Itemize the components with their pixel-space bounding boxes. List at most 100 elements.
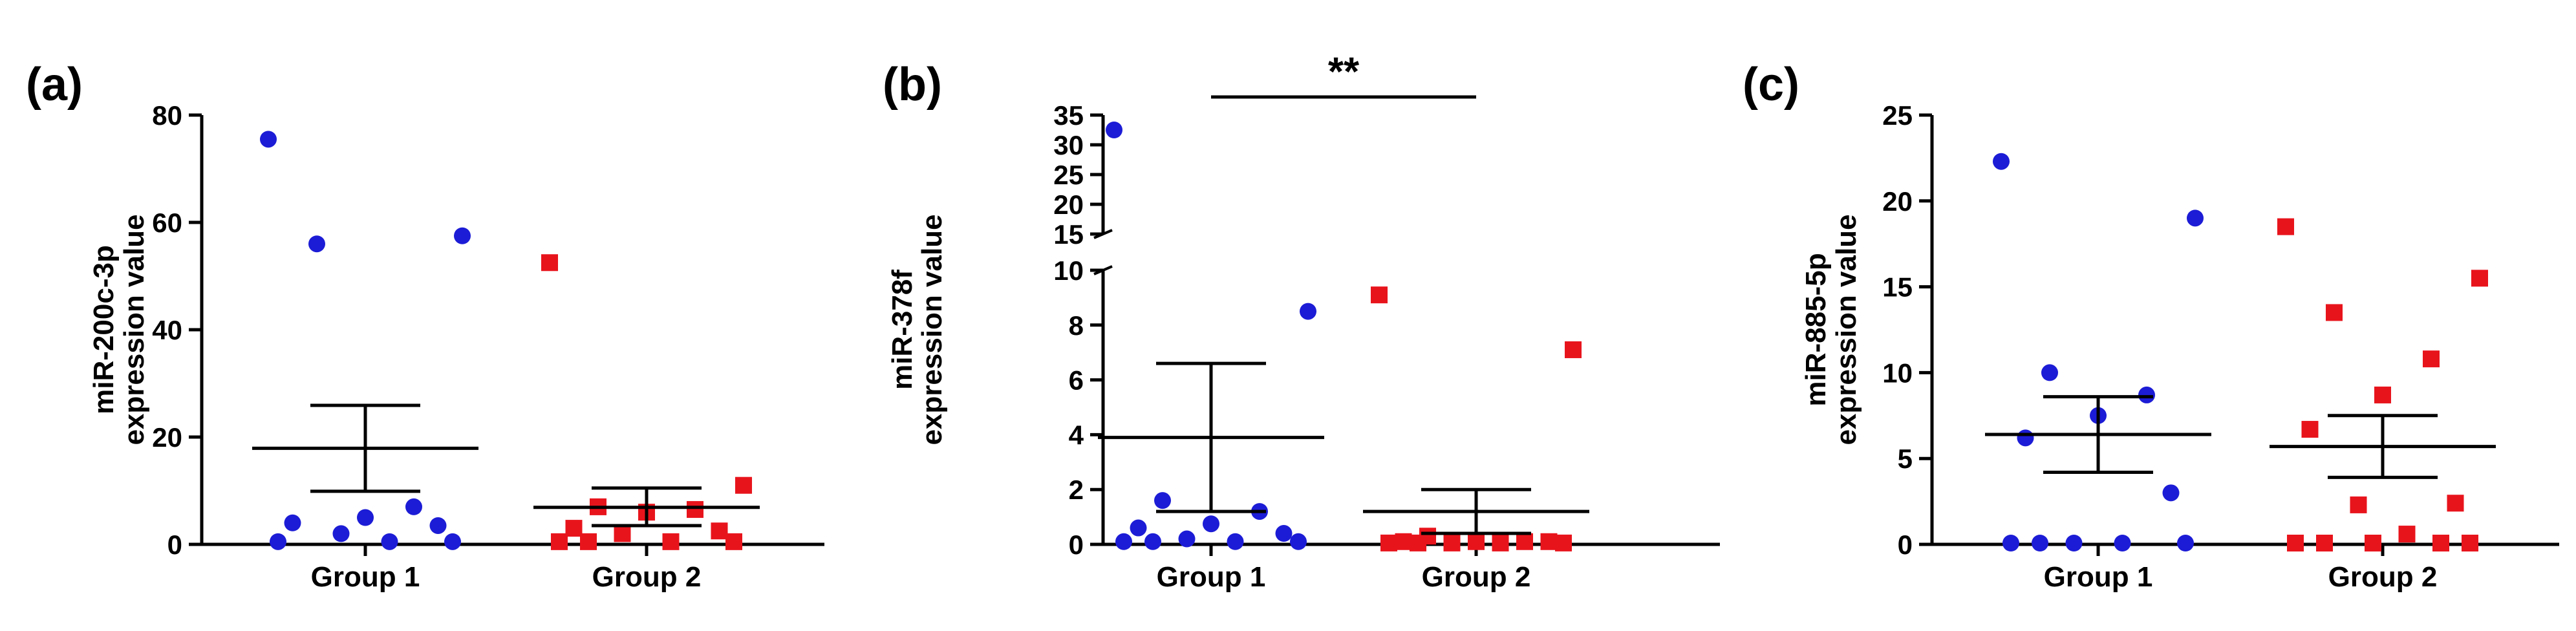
y-axis-title-line: miR-200c-3p <box>88 245 120 414</box>
x-tick-label: Group 1 <box>1157 561 1266 593</box>
data-point <box>2017 429 2034 447</box>
data-point <box>2301 421 2319 438</box>
data-point <box>1540 533 1558 550</box>
y-tick-label: 0 <box>1898 529 1913 560</box>
data-point <box>1371 286 1388 304</box>
data-point <box>2374 386 2391 403</box>
data-point <box>2177 535 2194 551</box>
y-tick-label: 25 <box>1053 160 1084 190</box>
y-tick-label: 5 <box>1898 444 1913 474</box>
series-2 <box>1363 286 1589 551</box>
data-point <box>1227 533 1244 550</box>
series-2 <box>2270 218 2496 551</box>
data-point <box>284 514 301 531</box>
data-point <box>1154 492 1171 509</box>
data-point <box>2447 495 2464 512</box>
series-1 <box>252 131 478 550</box>
data-point <box>260 131 277 148</box>
data-point <box>1555 534 1572 551</box>
data-point <box>2032 535 2048 551</box>
y-tick-label: 40 <box>152 315 182 345</box>
data-point <box>2114 535 2131 551</box>
data-point <box>2277 218 2294 235</box>
x-tick-label: Group 2 <box>2328 561 2438 593</box>
panel-label: (b) <box>883 59 942 111</box>
y-tick-label: 4 <box>1069 420 1084 450</box>
x-tick-label: Group 1 <box>311 561 420 593</box>
data-point <box>1410 534 1426 551</box>
data-point <box>580 533 597 550</box>
data-point <box>1492 534 1509 551</box>
data-point <box>1443 534 1461 551</box>
data-point <box>1993 153 2010 170</box>
y-tick-label: 2 <box>1069 475 1084 505</box>
data-point <box>614 525 631 542</box>
panel-label: (a) <box>26 59 83 111</box>
data-point <box>725 533 742 550</box>
y-tick-label: 15 <box>1053 219 1084 250</box>
y-tick-label: 10 <box>1053 255 1084 286</box>
data-point <box>429 517 447 534</box>
data-point <box>2187 209 2204 227</box>
data-point <box>270 533 286 550</box>
data-point <box>2326 304 2343 321</box>
y-tick-label: 35 <box>1053 100 1084 131</box>
y-axis-title-line: miR-885-5p <box>1800 253 1832 406</box>
data-point <box>2365 535 2381 551</box>
series-1 <box>1985 153 2211 551</box>
x-tick-label: Group 1 <box>2044 561 2153 593</box>
data-point <box>2138 386 2155 403</box>
y-axis-title-line: expression value <box>1830 214 1862 445</box>
y-tick-label: 15 <box>1882 272 1913 303</box>
y-tick-label: 0 <box>167 529 182 560</box>
data-point <box>2350 496 2367 513</box>
data-point <box>2423 350 2440 368</box>
data-point <box>454 227 471 244</box>
data-point <box>551 533 568 550</box>
data-point <box>1275 525 1293 542</box>
data-point <box>381 533 398 550</box>
y-tick-label: 80 <box>152 100 182 131</box>
y-tick-label: 25 <box>1882 100 1913 131</box>
data-point <box>1203 515 1219 533</box>
series-2 <box>533 254 760 550</box>
data-point <box>444 533 461 550</box>
series-1 <box>1098 122 1324 550</box>
data-point <box>1290 533 1307 550</box>
data-point <box>2398 526 2416 543</box>
data-point <box>1468 533 1485 550</box>
data-point <box>1106 122 1122 138</box>
data-point <box>332 525 350 542</box>
data-point <box>2316 535 2333 551</box>
y-tick-label: 20 <box>1882 186 1913 217</box>
data-point <box>1115 533 1132 550</box>
y-axis-title-line: miR-378f <box>886 270 918 390</box>
x-tick-label: Group 2 <box>1422 561 1531 593</box>
y-tick-label: 0 <box>1069 529 1084 560</box>
data-point <box>662 533 680 550</box>
data-point <box>1300 303 1316 320</box>
data-point <box>2287 535 2304 551</box>
data-point <box>1395 533 1412 550</box>
data-point <box>735 476 752 494</box>
data-point <box>2471 270 2488 287</box>
panel-label: (c) <box>1743 59 1799 111</box>
y-tick-label: 8 <box>1069 310 1084 341</box>
data-point <box>687 501 703 519</box>
data-point <box>2002 535 2019 551</box>
data-point <box>2432 535 2449 551</box>
data-point <box>1380 534 1397 551</box>
data-point <box>308 235 325 253</box>
significance-label: ** <box>1328 50 1360 94</box>
data-point <box>2041 364 2058 381</box>
data-point <box>1565 341 1582 358</box>
y-tick-label: 6 <box>1069 365 1084 396</box>
y-tick-label: 20 <box>152 422 182 453</box>
data-point <box>541 254 558 272</box>
x-tick-label: Group 2 <box>592 561 702 593</box>
data-point <box>1516 533 1533 550</box>
